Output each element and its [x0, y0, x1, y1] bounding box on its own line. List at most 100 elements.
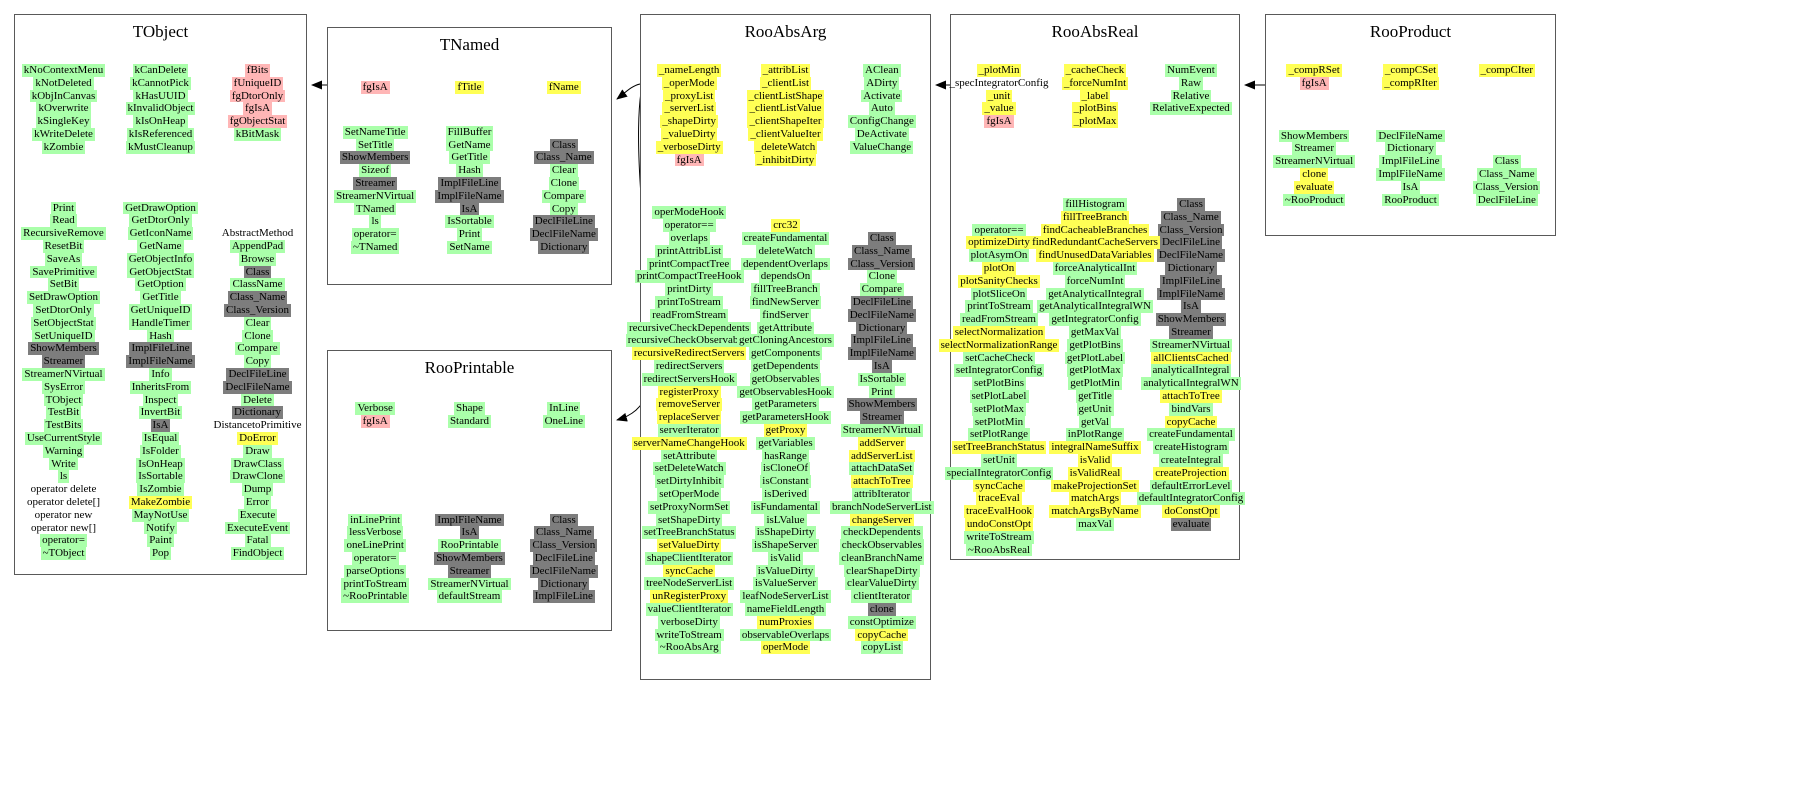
member-item[interactable]: Verbose [355, 402, 395, 415]
member-item[interactable]: _deleteWatch [753, 140, 818, 154]
member-item[interactable]: crc32 [771, 219, 800, 232]
member-item[interactable]: getComponents [748, 347, 823, 360]
class-title-tnamed[interactable]: TNamed [439, 35, 500, 54]
member-item[interactable]: Print [869, 385, 895, 399]
member-item[interactable]: Compare [541, 189, 586, 203]
class-title-rooproduct[interactable]: RooProduct [1369, 22, 1452, 41]
member-item[interactable]: Class_Version [848, 257, 916, 271]
member-item[interactable]: DeclFileLine [850, 295, 913, 309]
member-item[interactable]: Execute [237, 508, 278, 522]
member-item[interactable]: Class [867, 231, 896, 245]
member-item[interactable]: clearShapeDirty [844, 564, 920, 578]
member-item[interactable]: Class_Version [224, 303, 291, 317]
member-item[interactable]: setCacheCheck [963, 351, 1035, 365]
member-item[interactable]: syncCache [973, 479, 1025, 493]
member-item[interactable]: _specIntegratorConfig [949, 76, 1049, 89]
member-item[interactable]: isValid [768, 551, 803, 565]
member-item[interactable]: isValid [1077, 453, 1113, 467]
member-item[interactable]: kNotDeleted [33, 76, 94, 90]
member-item[interactable]: oneLinePrint [344, 539, 406, 552]
member-item[interactable]: SetDtorOnly [33, 303, 94, 317]
member-item[interactable]: ExecuteEvent [224, 521, 291, 535]
member-item[interactable]: IsA [1400, 180, 1421, 194]
member-item[interactable]: clientIterator [851, 590, 913, 604]
member-item[interactable]: removeServer [656, 398, 723, 412]
member-item[interactable]: _valueDirty [660, 127, 718, 141]
member-item[interactable]: DrawClass [231, 457, 284, 471]
member-item[interactable]: operator== [972, 223, 1026, 237]
member-item[interactable]: setPlotMin [972, 415, 1026, 429]
member-item[interactable]: Dictionary [538, 240, 590, 254]
member-item[interactable]: ADirty [864, 76, 900, 90]
member-item[interactable]: Notify [144, 521, 177, 535]
member-item[interactable]: treeNodeServerList [644, 577, 735, 591]
member-item[interactable]: _value [982, 102, 1016, 116]
member-item[interactable]: ImplFileName [1156, 287, 1226, 301]
member-item[interactable]: _label [1079, 89, 1111, 103]
member-item[interactable]: _plotBins [1071, 102, 1119, 116]
member-item[interactable]: operator= [351, 228, 399, 241]
member-item[interactable]: GetObjectInfo [126, 252, 195, 266]
member-item[interactable]: maxVal [1076, 517, 1114, 531]
member-item[interactable]: SetObjectStat [31, 316, 96, 330]
member-item[interactable]: Class [549, 138, 578, 152]
member-item[interactable]: _inhibitDirty [754, 153, 817, 167]
member-item[interactable]: setTreeBranchStatus [641, 526, 737, 540]
member-item[interactable]: getObservablesHook [737, 385, 834, 399]
member-item[interactable]: cleanBranchName [839, 551, 925, 565]
member-item[interactable]: _unit [985, 89, 1013, 103]
member-item[interactable]: Fatal [244, 534, 271, 548]
member-item[interactable]: dependentOverlaps [741, 257, 830, 271]
member-item[interactable]: addServer [857, 436, 907, 450]
member-item[interactable]: setValueDirty [656, 539, 722, 552]
member-item[interactable]: isShapeDirty [754, 526, 817, 540]
member-item[interactable]: allClientsCached [1151, 351, 1231, 365]
member-item[interactable]: AbstractMethod [221, 227, 294, 240]
member-item[interactable]: AClean [863, 64, 901, 77]
member-item[interactable]: RecursiveRemove [21, 227, 106, 240]
member-item[interactable]: doConstOpt [1162, 505, 1220, 518]
member-item[interactable]: StreamerNVirtual [428, 577, 511, 591]
member-item[interactable]: getPlotLabel [1064, 351, 1126, 365]
member-item[interactable]: GetTitle [140, 291, 181, 304]
member-item[interactable]: getParametersHook [740, 411, 831, 424]
member-item[interactable]: GetDrawOption [123, 201, 198, 215]
member-item[interactable]: DeclFileLine [532, 215, 595, 229]
member-item[interactable]: TestBit [45, 406, 82, 420]
member-item[interactable]: fgIsA [1299, 76, 1329, 90]
member-item[interactable]: operator new[] [30, 521, 97, 534]
member-item[interactable]: printCompactTree [647, 257, 732, 271]
member-item[interactable]: Copy [243, 355, 272, 368]
member-item[interactable]: setShapeDirty [656, 513, 723, 527]
member-item[interactable]: branchNodeServerList [830, 500, 934, 514]
member-item[interactable]: evaluate [1170, 517, 1212, 531]
member-item[interactable]: RooProduct [1382, 193, 1439, 207]
member-item[interactable]: printCompactTreeHook [634, 270, 744, 284]
member-item[interactable]: GetUniqueID [128, 303, 193, 317]
member-item[interactable]: createProjection [1153, 466, 1229, 480]
member-item[interactable]: getAnalyticalIntegral [1046, 287, 1144, 301]
member-item[interactable]: fName [546, 81, 581, 94]
member-item[interactable]: TestBits [43, 419, 84, 432]
member-item[interactable]: SetDrawOption [26, 291, 101, 304]
member-item[interactable]: setPlotRange [967, 428, 1031, 442]
member-item[interactable]: DistancetoPrimitive [213, 419, 302, 432]
member-item[interactable]: ImplFileLine [532, 590, 595, 604]
member-item[interactable]: integralNameSuffix [1049, 441, 1141, 454]
member-item[interactable]: StreamerNVirtual [334, 189, 417, 203]
member-item[interactable]: Class [243, 265, 272, 279]
member-item[interactable]: ~TObject [40, 547, 87, 560]
member-item[interactable]: plotOn [981, 261, 1017, 275]
member-item[interactable]: ImplFileLine [129, 342, 192, 356]
member-item[interactable]: attribIterator [852, 487, 912, 501]
member-item[interactable]: Class [1177, 197, 1205, 211]
member-item[interactable]: fillHistogram [1063, 197, 1127, 211]
member-item[interactable]: verboseDirty [658, 615, 720, 629]
member-item[interactable]: ShowMembers [846, 398, 918, 412]
member-item[interactable]: copyCache [855, 628, 909, 642]
member-item[interactable]: kNoContextMenu [21, 64, 106, 77]
member-item[interactable]: Streamer [859, 411, 904, 424]
member-item[interactable]: Standard [447, 414, 492, 428]
member-item[interactable]: SetNameTitle [342, 125, 408, 139]
member-item[interactable]: ImplFileLine [1159, 274, 1223, 288]
